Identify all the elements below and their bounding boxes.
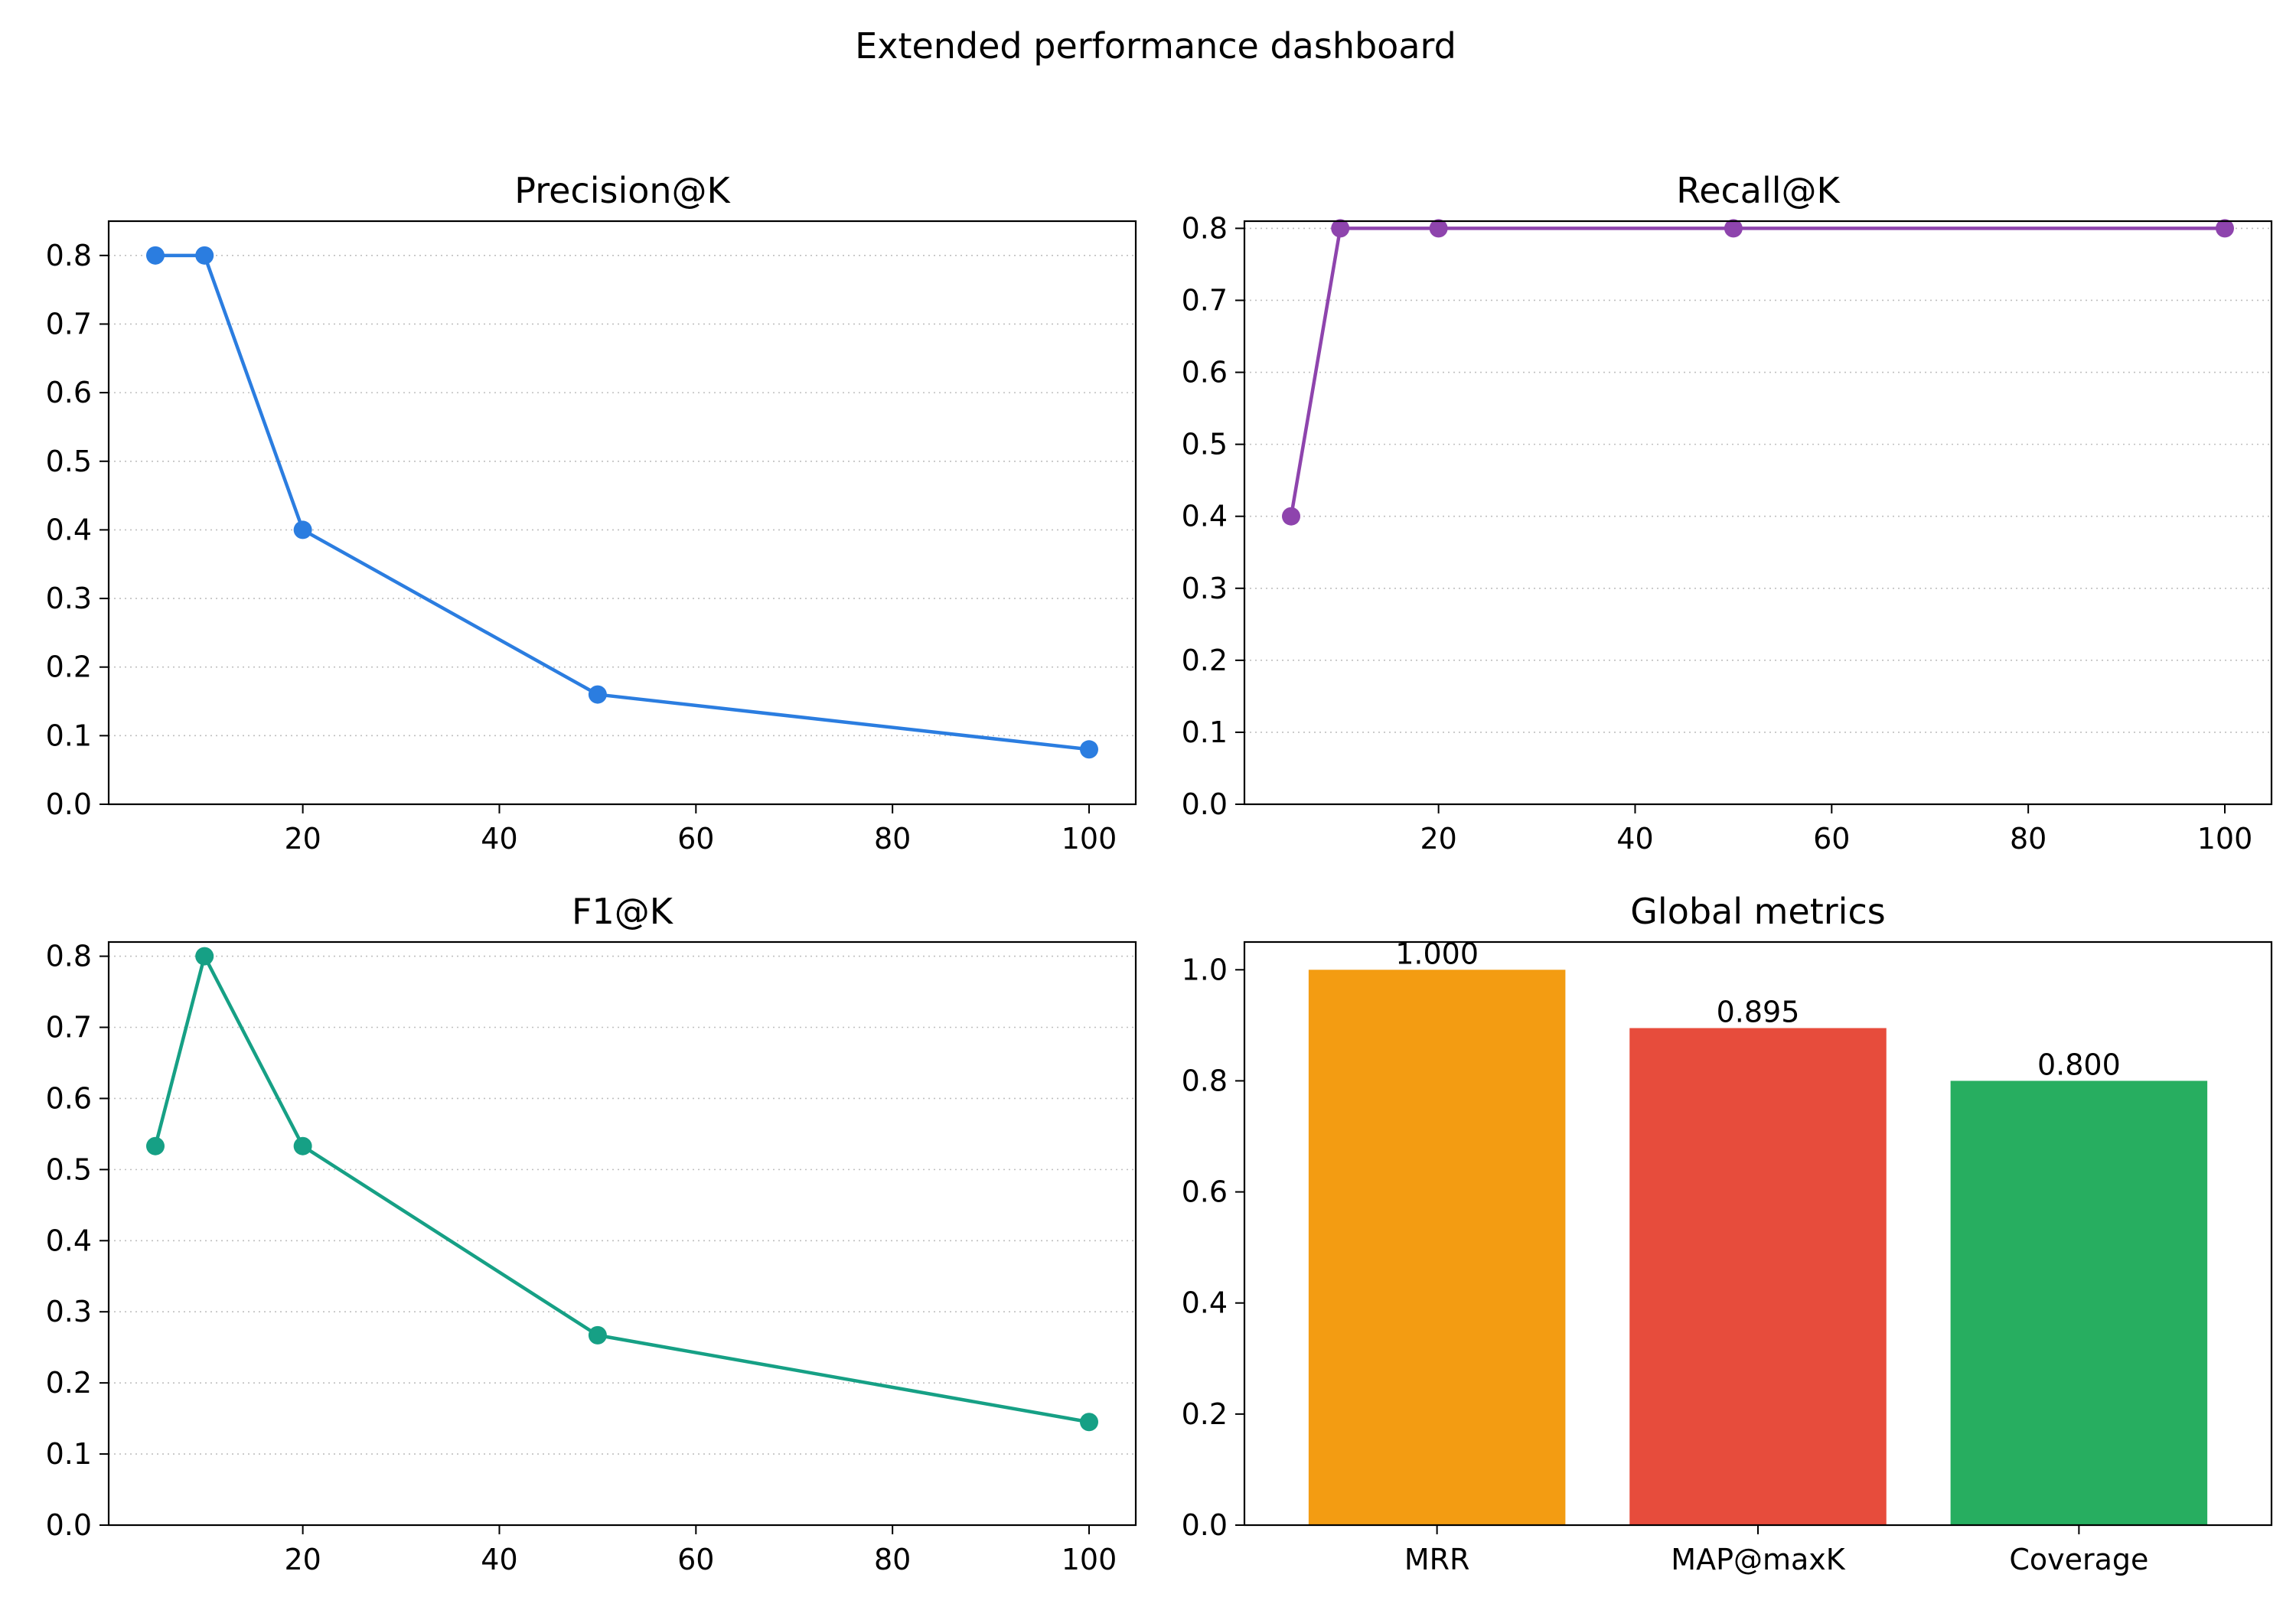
data-point: [588, 1325, 607, 1345]
y-tick-label: 0.0: [46, 787, 92, 821]
axes-frame: [107, 220, 1137, 806]
y-tick-label: 0.8: [46, 239, 92, 272]
y-tick-label: 0.3: [1182, 572, 1228, 605]
y-tick-label: 0.1: [46, 719, 92, 752]
chart-recall: 20 40 60 80 100 0.0 0.1 0.2 0.3 0.4 0.5 0.6 0.7 0.8 Re…: [1182, 170, 2273, 856]
y-tick-label: 0.2: [1182, 644, 1228, 677]
y-tick-label: 0.1: [1182, 715, 1228, 749]
y-tick-label: 0.7: [46, 1011, 92, 1045]
y-tick-label: 0.8: [1182, 1064, 1228, 1097]
y-tick-label: 0.3: [46, 582, 92, 615]
y-tick-label: 0.8: [46, 940, 92, 973]
x-tick-label: 20: [284, 822, 321, 856]
data-point: [293, 520, 312, 539]
data-point: [1080, 1413, 1098, 1432]
bar-mrr: [1308, 970, 1566, 1525]
y-tick-label: 0.0: [1182, 787, 1228, 821]
y-tick-label: 0.4: [1182, 500, 1228, 533]
y-tick-label: 0.6: [1182, 1175, 1228, 1209]
chart-global: 1.000MRR0.895MAP@maxK0.800Coverage0.00.2…: [1182, 891, 2273, 1576]
series-line: [155, 253, 1090, 751]
x-tick-label: 60: [1813, 822, 1850, 856]
chart-title: Global metrics: [1630, 891, 1885, 932]
y-tick-label: 0.1: [46, 1437, 92, 1471]
chart-title: Recall@K: [1676, 170, 1841, 211]
x-tick-label: MRR: [1404, 1543, 1470, 1576]
data-point: [195, 947, 214, 966]
bar-coverage: [1950, 1081, 2208, 1525]
x-tick-label: 100: [2197, 822, 2253, 856]
x-tick-label: 40: [481, 1543, 517, 1576]
x-tick-label: 40: [481, 822, 517, 856]
chart-title: Precision@K: [514, 170, 731, 211]
axes-frame: [107, 940, 1137, 1527]
series-line: [1289, 227, 2225, 517]
data-point: [1080, 740, 1098, 759]
data-point: [1429, 219, 1448, 238]
y-tick-label: 0.4: [1182, 1286, 1228, 1320]
y-tick-label: 0.8: [1182, 211, 1228, 245]
y-tick-label: 1.0: [1182, 953, 1228, 986]
x-tick-label: 60: [677, 822, 714, 856]
y-tick-label: 0.4: [46, 513, 92, 546]
chart-precision: 20 40 60 80 100 0.0 0.1 0.2 0.3 0.4 0.5 0.6 0.7 0.8 Pr…: [46, 170, 1137, 856]
y-tick-label: 0.5: [46, 445, 92, 478]
x-tick-label: 20: [284, 1543, 321, 1576]
x-tick-label: 100: [1062, 1543, 1117, 1576]
x-tick-label: 20: [1420, 822, 1456, 856]
data-point: [2216, 219, 2234, 238]
x-tick-label: Coverage: [2009, 1543, 2148, 1576]
axes-frame: [1243, 940, 2273, 1527]
dashboard-title: Extended performance dashboard: [855, 25, 1456, 67]
x-tick-label: 60: [677, 1543, 714, 1576]
y-tick-label: 0.4: [46, 1224, 92, 1257]
y-tick-label: 0.2: [46, 1366, 92, 1400]
bar-value-label: 0.800: [2037, 1048, 2121, 1081]
axes-frame: [1243, 220, 2273, 806]
series-line: [153, 954, 1090, 1424]
data-point: [195, 246, 214, 265]
data-point: [1724, 219, 1743, 238]
bar-map-maxk: [1629, 1028, 1887, 1525]
y-tick-label: 0.7: [46, 307, 92, 341]
x-tick-label: 80: [2010, 822, 2047, 856]
y-tick-label: 0.6: [46, 1081, 92, 1115]
y-tick-label: 0.6: [46, 376, 92, 409]
x-tick-label: 80: [874, 822, 911, 856]
y-tick-label: 0.7: [1182, 283, 1228, 317]
y-tick-label: 0.0: [46, 1508, 92, 1542]
chart-title: F1@K: [572, 891, 674, 932]
x-tick-label: 80: [874, 1543, 911, 1576]
data-point: [146, 1136, 165, 1156]
x-tick-label: MAP@maxK: [1671, 1543, 1845, 1576]
data-point: [1331, 219, 1350, 238]
data-point: [293, 1136, 312, 1156]
data-point: [146, 246, 165, 265]
y-tick-label: 0.6: [1182, 356, 1228, 390]
x-tick-label: 100: [1062, 822, 1117, 856]
x-tick-label: 40: [1616, 822, 1653, 856]
data-point: [588, 685, 607, 704]
data-point: [1282, 507, 1300, 526]
y-tick-label: 0.3: [46, 1295, 92, 1328]
bar-value-label: 0.895: [1717, 995, 1800, 1028]
y-tick-label: 0.2: [46, 650, 92, 684]
y-tick-label: 0.0: [1182, 1508, 1228, 1542]
chart-f1: 20 40 60 80 100 0.0 0.1 0.2 0.3 0.4 0.5 0.6 0.7 0.8 F1…: [46, 891, 1137, 1576]
y-tick-label: 0.2: [1182, 1397, 1228, 1431]
y-tick-label: 0.5: [46, 1152, 92, 1186]
y-tick-label: 0.5: [1182, 428, 1228, 461]
